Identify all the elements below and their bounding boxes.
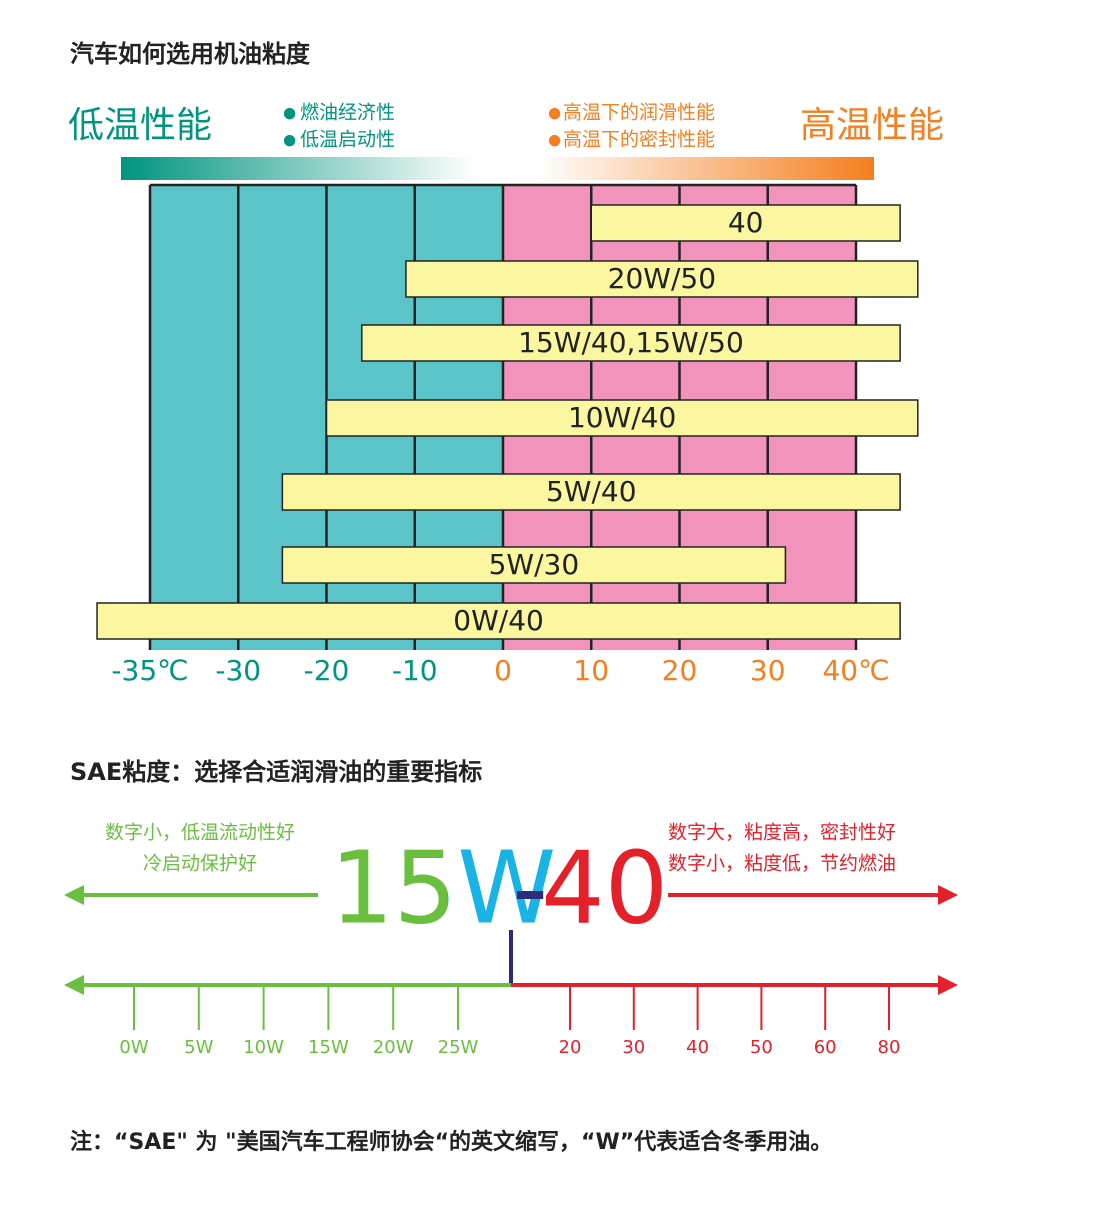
note: 注：“SAE" 为 "美国汽车工程师协会“的英文缩写，“W”代表适合冬季用油。 [70, 1129, 832, 1155]
right-note: 数字大，粘度高，密封性好 [668, 822, 896, 844]
summer-label: 80 [878, 1037, 901, 1058]
sae-title: SAE粘度：选择合适润滑油的重要指标 [70, 758, 482, 786]
high-label: 高温性能 [800, 105, 944, 146]
x-tick-label: 0 [494, 654, 512, 687]
bullet: ● [548, 131, 561, 149]
summer-label: 50 [750, 1037, 773, 1058]
range-bar [405, 260, 919, 298]
summer-label: 20 [559, 1037, 582, 1058]
x-tick-label: -30 [215, 654, 261, 687]
x-tick-label: -20 [304, 654, 350, 687]
left-note: 冷启动保护好 [143, 853, 257, 875]
x-tick-label: -35℃ [111, 654, 188, 687]
bullet: ● [283, 131, 296, 149]
x-tick-label: 20 [662, 654, 698, 687]
range-bar [590, 204, 901, 242]
bar-label: 40 [728, 206, 764, 239]
low-note: 燃油经济性 [300, 102, 395, 124]
summer-label: 40 [686, 1037, 709, 1058]
column [150, 185, 239, 650]
left-note: 数字小，低温流动性好 [105, 822, 295, 844]
temperature-chart: -35℃ -30 -20 -10 0 10 20 30 40℃ 40 20W/50 15W/40,15… [96, 183, 919, 687]
low-label: 低温性能 [68, 105, 212, 146]
bar-label: 15W/40,15W/50 [518, 326, 744, 359]
summer-label: 60 [814, 1037, 837, 1058]
x-tick-label: -10 [392, 654, 438, 687]
bar-label: 10W/40 [568, 401, 676, 434]
bar-label: 0W/40 [453, 604, 544, 637]
low-note: 低温启动性 [300, 129, 395, 151]
x-tick-label: 40℃ [822, 654, 889, 687]
high-note: 高温下的润滑性能 [563, 102, 715, 124]
winter-label: 25W [438, 1037, 479, 1058]
bullet: ● [548, 104, 561, 122]
range-bar [281, 473, 901, 511]
winter-label: 5W [184, 1037, 213, 1058]
code-summer: 40 [541, 829, 668, 946]
right-note: 数字小，粘度低，节约燃油 [668, 853, 896, 875]
bar-label: 5W/30 [489, 548, 580, 581]
bar-label: 5W/40 [546, 475, 637, 508]
summer-label: 30 [622, 1037, 645, 1058]
winter-label: 10W [243, 1037, 284, 1058]
bullet: ● [283, 104, 296, 122]
scales: 0W 5W 10W 15W 20W 25W 20 30 40 50 60 80 [119, 987, 900, 1058]
x-tick-label: 10 [573, 654, 609, 687]
x-tick-label: 30 [750, 654, 786, 687]
code-dash: - [512, 829, 548, 946]
range-bar [361, 324, 901, 362]
bar-label: 20W/50 [608, 262, 716, 295]
gradient-band [121, 157, 874, 180]
winter-label: 20W [373, 1037, 414, 1058]
high-note: 高温下的密封性能 [563, 129, 715, 151]
range-bar [325, 399, 919, 437]
winter-label: 15W [308, 1037, 349, 1058]
title: 汽车如何选用机油粘度 [70, 40, 311, 68]
range-bar [96, 602, 901, 640]
range-bar [281, 546, 787, 584]
code-winter: 15W [330, 829, 556, 946]
winter-label: 0W [119, 1037, 148, 1058]
